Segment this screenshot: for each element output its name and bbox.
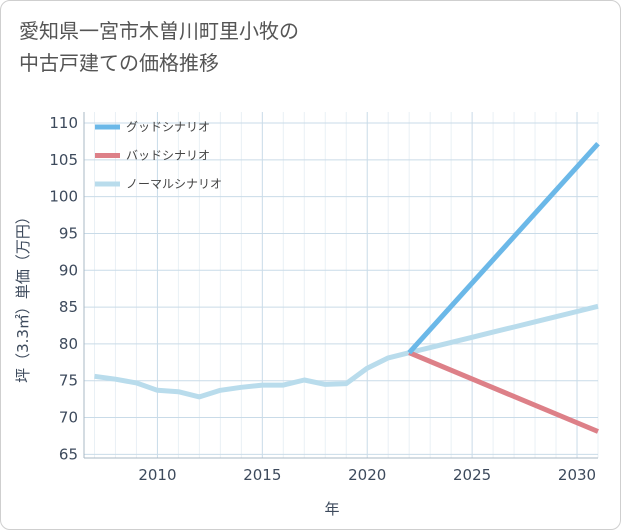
chart-title-line-2: 中古戸建ての価格推移 (19, 51, 219, 75)
y-tick-label: 90 (59, 261, 78, 279)
legend-label-0: グッドシナリオ (126, 120, 210, 134)
chart-title-line-1: 愛知県一宮市木曽川町里小牧の (19, 19, 299, 43)
x-tick-label: 2010 (138, 466, 176, 484)
series-line-1 (408, 350, 599, 434)
y-tick-label: 75 (59, 372, 78, 390)
y-axis-label: 坪（3.3㎡）単価（万円） (14, 209, 32, 383)
series-line-2 (94, 303, 599, 400)
x-axis-label: 年 (324, 500, 339, 518)
grid-lines (84, 112, 599, 458)
axes (83, 112, 598, 459)
y-tick-label: 105 (49, 151, 78, 169)
x-tick-label: 2020 (348, 466, 386, 484)
legend-label-1: バッドシナリオ (126, 149, 210, 163)
y-tick-label: 100 (49, 188, 78, 206)
series-line-0 (407, 142, 600, 355)
x-tick-label: 2030 (558, 466, 596, 484)
y-tick-label: 65 (59, 445, 78, 463)
y-tick-label: 80 (59, 335, 78, 353)
x-tick-label: 2015 (243, 466, 281, 484)
series-lines (94, 142, 600, 434)
y-tick-label: 95 (59, 224, 78, 242)
tick-labels: 65 70 75 80 85 90 95 100 105 110 2010 2015 2020 2025 2… (49, 114, 596, 484)
legend-label-2: ノーマルシナリオ (126, 177, 222, 191)
chart-title: 愛知県一宮市木曽川町里小牧の 中古戸建ての価格推移 (19, 15, 439, 79)
y-tick-label: 70 (59, 409, 78, 427)
y-tick-label: 85 (59, 298, 78, 316)
x-tick-label: 2025 (453, 466, 491, 484)
y-tick-label: 110 (49, 114, 78, 132)
